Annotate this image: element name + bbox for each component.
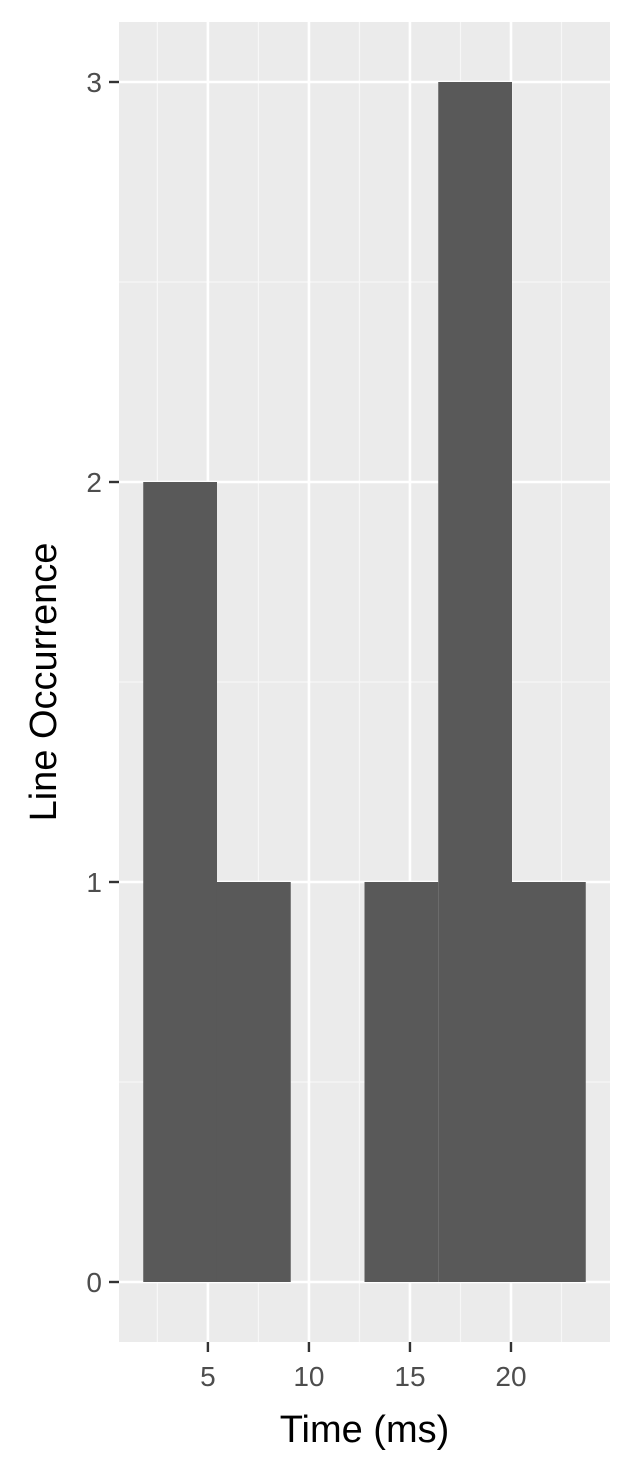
bar-0 — [143, 482, 217, 1282]
bars — [143, 82, 586, 1282]
x-tick-label: 10 — [293, 1361, 324, 1392]
bar-5 — [512, 882, 586, 1282]
y-tick-label: 0 — [86, 1267, 102, 1298]
y-axis-title: Line Occurrence — [23, 543, 65, 822]
x-tick-label: 5 — [200, 1361, 216, 1392]
x-tick-label: 20 — [495, 1361, 526, 1392]
y-axis: 0 1 2 3 — [86, 67, 119, 1298]
bar-3 — [364, 882, 439, 1282]
y-tick-label: 2 — [86, 467, 102, 498]
x-axis-title: Time (ms) — [280, 1409, 450, 1451]
y-tick-label: 1 — [86, 867, 102, 898]
bar-1 — [216, 882, 291, 1282]
bar-4 — [438, 82, 513, 1282]
y-tick-label: 3 — [86, 67, 102, 98]
x-axis: 5 10 15 20 — [200, 1342, 527, 1392]
x-tick-label: 15 — [394, 1361, 425, 1392]
